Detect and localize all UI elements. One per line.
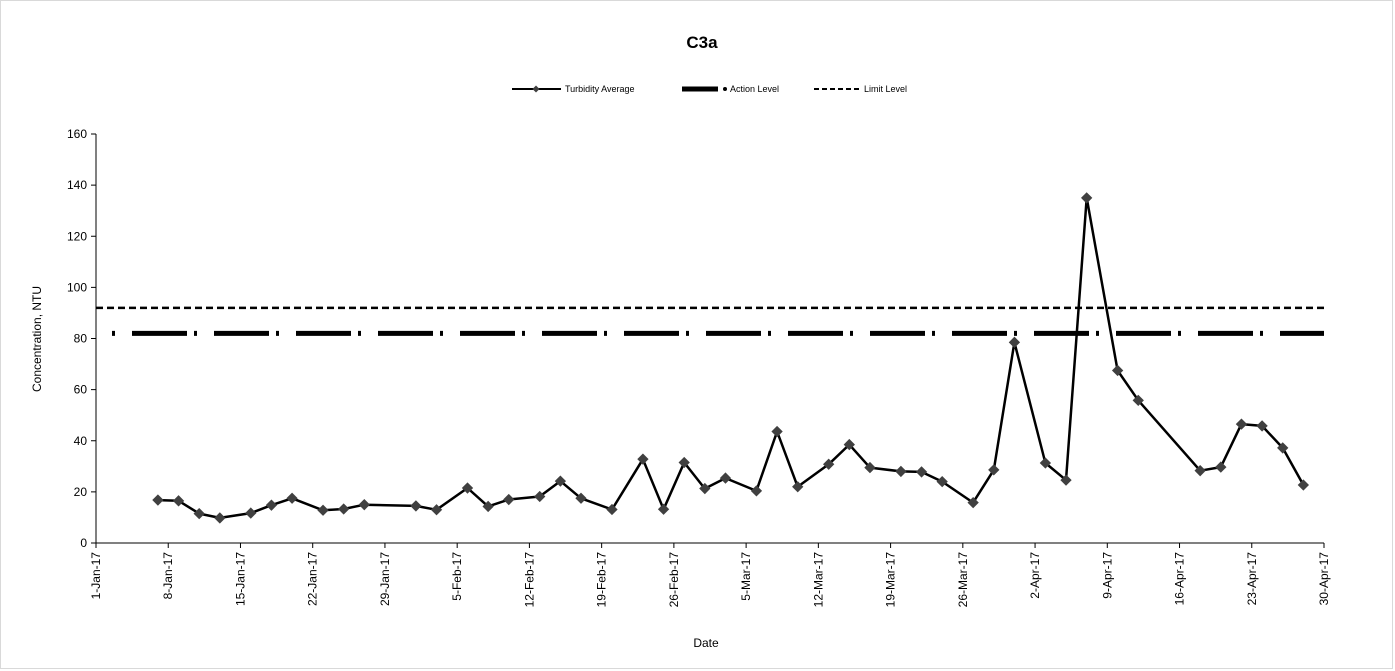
turbidity-point-12 (461, 482, 474, 494)
turbidity-point-26 (792, 481, 804, 493)
turbidity-point-1 (172, 495, 185, 507)
legend-label-turbidity: Turbidity Average (565, 84, 635, 94)
turbidity-point-3 (214, 512, 226, 524)
turbidity-point-20 (657, 503, 670, 515)
turbidity-point-0 (152, 494, 164, 506)
turbidity-point-37 (1060, 474, 1072, 486)
turbidity-point-32 (936, 475, 948, 488)
x-tick-label-0: 1-Jan-17 (89, 552, 103, 600)
x-tick-label-17: 30-Apr-17 (1317, 552, 1331, 606)
turbidity-point-27 (823, 458, 835, 470)
turbidity-point-19 (637, 453, 649, 465)
turbidity-point-46 (1297, 479, 1310, 491)
legend-item-limit: Limit Level (814, 84, 907, 94)
x-tick-label-1: 8-Jan-17 (161, 552, 175, 600)
turbidity-point-43 (1235, 418, 1248, 430)
turbidity-point-9 (358, 498, 370, 511)
turbidity-point-16 (554, 475, 567, 487)
legend-label-action: Action Level (730, 84, 779, 94)
turbidity-point-17 (575, 492, 587, 504)
legend-label-limit: Limit Level (864, 84, 907, 94)
plot-area: 0 20 40 60 80 100 120 140 160 1-Jan-17 8-Jan-17 15-… (67, 127, 1331, 607)
x-tick-label-5: 5-Feb-17 (450, 552, 464, 601)
turbidity-point-44 (1256, 420, 1268, 432)
x-tick-label-3: 22-Jan-17 (306, 552, 320, 606)
chart-title: C3a (686, 33, 718, 52)
y-tick-label-7: 140 (67, 178, 87, 192)
turbidity-point-10 (410, 500, 422, 512)
x-tick-label-10: 12-Mar-17 (811, 552, 825, 608)
turbidity-point-42 (1215, 461, 1227, 473)
legend-item-action: Action Level (682, 84, 779, 94)
turbidity-point-15 (534, 490, 546, 503)
turbidity-point-40 (1132, 394, 1144, 407)
turbidity-point-4 (245, 507, 257, 519)
x-tick-label-15: 16-Apr-17 (1173, 552, 1187, 606)
x-tick-label-12: 26-Mar-17 (956, 552, 970, 608)
turbidity-point-25 (771, 425, 783, 438)
legend-swatch-turbidity-marker (532, 85, 540, 93)
x-tick-label-6: 12-Feb-17 (522, 552, 536, 608)
y-tick-label-0: 0 (80, 536, 87, 550)
turbidity-point-28 (843, 438, 855, 451)
turbidity-point-33 (967, 496, 979, 509)
turbidity-point-2 (193, 507, 205, 520)
turbidity-point-41 (1194, 465, 1206, 477)
turbidity-point-21 (678, 456, 690, 469)
turbidity-point-8 (338, 503, 350, 515)
y-tick-label-3: 60 (74, 383, 88, 397)
x-tick-label-4: 29-Jan-17 (378, 552, 392, 606)
x-tick-label-16: 23-Apr-17 (1245, 552, 1259, 606)
turbidity-point-7 (317, 504, 329, 516)
x-tick-label-14: 9-Apr-17 (1100, 552, 1114, 599)
legend-item-turbidity: Turbidity Average (512, 84, 635, 94)
y-tick-label-5: 100 (67, 280, 87, 294)
x-tick-label-2: 15-Jan-17 (233, 552, 247, 606)
turbidity-point-24 (750, 485, 763, 497)
turbidity-point-5 (265, 499, 278, 511)
x-tick-label-7: 19-Feb-17 (595, 552, 609, 608)
y-tick-label-6: 120 (67, 229, 87, 243)
x-axis-title: Date (693, 636, 719, 650)
turbidity-point-36 (1039, 457, 1052, 469)
turbidity-point-18 (606, 503, 618, 516)
turbidity-point-35 (1008, 336, 1021, 348)
turbidity-point-13 (482, 500, 494, 513)
y-tick-label-4: 80 (74, 332, 88, 346)
legend-swatch-action-dot (723, 87, 727, 91)
y-tick-label-8: 160 (67, 127, 87, 141)
y-tick-label-2: 40 (74, 434, 88, 448)
legend: Turbidity Average Action Level Limit Lev… (512, 84, 907, 94)
x-tick-label-8: 26-Feb-17 (667, 552, 681, 608)
turbidity-point-14 (503, 493, 515, 506)
x-tick-label-9: 5-Mar-17 (739, 552, 753, 601)
turbidity-point-23 (719, 472, 732, 484)
x-tick-label-13: 2-Apr-17 (1028, 552, 1042, 599)
turbidity-point-29 (864, 461, 876, 474)
turbidity-series-line (157, 196, 1305, 520)
turbidity-point-39 (1111, 364, 1124, 377)
turbidity-point-34 (988, 464, 1000, 476)
x-tick-label-11: 19-Mar-17 (884, 552, 898, 608)
turbidity-point-38 (1080, 192, 1093, 204)
turbidity-point-6 (286, 492, 298, 504)
turbidity-point-22 (699, 482, 711, 495)
turbidity-point-11 (430, 504, 443, 516)
y-axis-title: Concentration, NTU (30, 286, 44, 392)
y-tick-label-1: 20 (74, 485, 88, 499)
turbidity-point-30 (895, 465, 907, 478)
turbidity-point-31 (915, 466, 928, 478)
turbidity-point-45 (1277, 442, 1289, 454)
